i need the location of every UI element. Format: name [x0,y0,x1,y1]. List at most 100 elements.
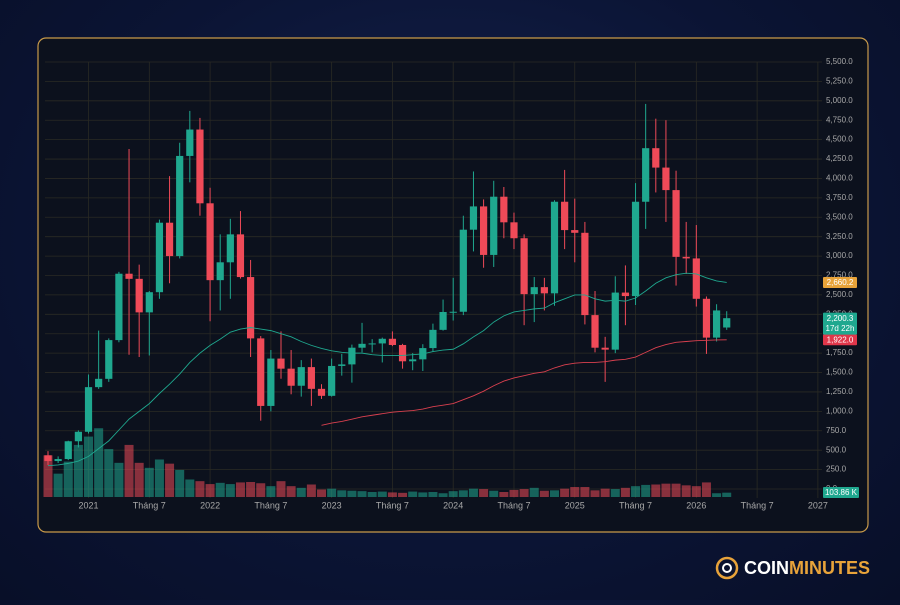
candle-body [388,338,397,345]
candle-body [723,318,731,328]
volume-bar [114,462,124,497]
volume-bar [104,449,114,497]
y-tick-label: 250.0 [826,465,847,474]
volume-bar [499,492,509,497]
candle-body [165,222,174,257]
candle-body [601,347,609,350]
volume-bar [205,484,215,497]
volume-bar [154,459,164,497]
volume-bar [509,489,519,497]
candle-body [550,201,559,294]
x-tick-label: 2022 [200,500,220,510]
candle-body [449,311,457,313]
logo-icon [715,556,739,580]
price-label: 2,200.3 [827,314,854,323]
volume-bar [408,491,418,497]
volume-bar [620,487,630,497]
candle-body [307,367,315,389]
y-tick-label: 4,000.0 [826,174,853,183]
volume-bar [448,491,458,497]
volume-bar [43,455,53,497]
candle-body [176,155,184,257]
candle-body [196,129,204,204]
volume-label: 103.86 K [825,488,858,497]
brand-name: COINMINUTES [744,558,870,578]
volume-bar [671,483,681,497]
candle-body [398,344,407,362]
volume-bar [94,428,104,497]
candle-body [328,365,336,396]
volume-bar [215,482,225,497]
volume-bar [306,484,316,497]
volume-bar [519,489,529,497]
volume-bar [377,491,387,497]
candle-body [459,229,467,312]
y-tick-label: 1,000.0 [826,406,853,415]
candle-body [44,455,52,462]
volume-tag [823,487,859,498]
y-tick-label: 500.0 [826,445,847,454]
volume-bar [438,493,448,497]
candle-body [317,388,326,396]
candle-body [247,277,255,339]
candle-body [115,273,123,341]
ma-price-label: 2,660.2 [827,278,854,287]
volume-bar [134,462,144,497]
y-tick-label: 4,750.0 [826,115,853,124]
x-tick-label: Tháng 7 [254,500,287,510]
volume-bar [570,487,580,497]
x-tick-label: 2026 [686,500,706,510]
candle-body [105,340,113,379]
volume-bar [73,444,83,497]
volume-bar [681,485,691,497]
candle-body [135,278,143,313]
candle-body [611,292,619,350]
brand-logo: COINMINUTES [715,556,870,580]
volume-bar [195,481,205,497]
volume-bar [317,489,327,497]
volume-bar [327,488,337,497]
candle-body [74,431,82,442]
volume-bar [529,487,539,497]
volume-bar [256,483,266,497]
y-tick-label: 3,250.0 [826,232,853,241]
volume-bar [53,473,63,497]
volume-bar [347,490,357,497]
candle-body [257,338,265,406]
y-tick-label: 1,750.0 [826,348,853,357]
volume-bar [418,492,428,497]
y-tick-label: 750.0 [826,426,847,435]
candle-body [490,196,498,255]
volume-bar [175,469,185,497]
volume-bar [276,481,286,497]
y-tick-label: 2,500.0 [826,290,853,299]
volume-bar [560,488,570,497]
ma-layer [47,272,727,467]
x-tick-label: 2021 [79,500,99,510]
candle-body [530,287,538,295]
x-tick-label: Tháng 7 [619,500,652,510]
candle-body [540,287,548,294]
candle-body [662,167,670,191]
y-tick-label: 5,000.0 [826,96,853,105]
volume-bar [580,487,590,497]
brand-part2: MINUTES [789,558,870,578]
grid-layer [45,61,822,498]
moving-average-line [321,339,727,426]
volume-bar [398,492,408,497]
candle-body [348,347,356,365]
y-tick-label: 1,500.0 [826,368,853,377]
ma-price-tag [823,276,857,288]
candle-body [378,338,386,344]
volume-bar [610,489,620,497]
y-tick-label: 5,500.0 [826,57,853,66]
price-tag [823,312,857,335]
x-tick-label: Tháng 7 [376,500,409,510]
candle-body [631,201,640,297]
candle-body [358,343,366,348]
x-tick-label: Tháng 7 [497,500,530,510]
volume-bar [468,488,478,497]
volume-bar [357,491,367,497]
